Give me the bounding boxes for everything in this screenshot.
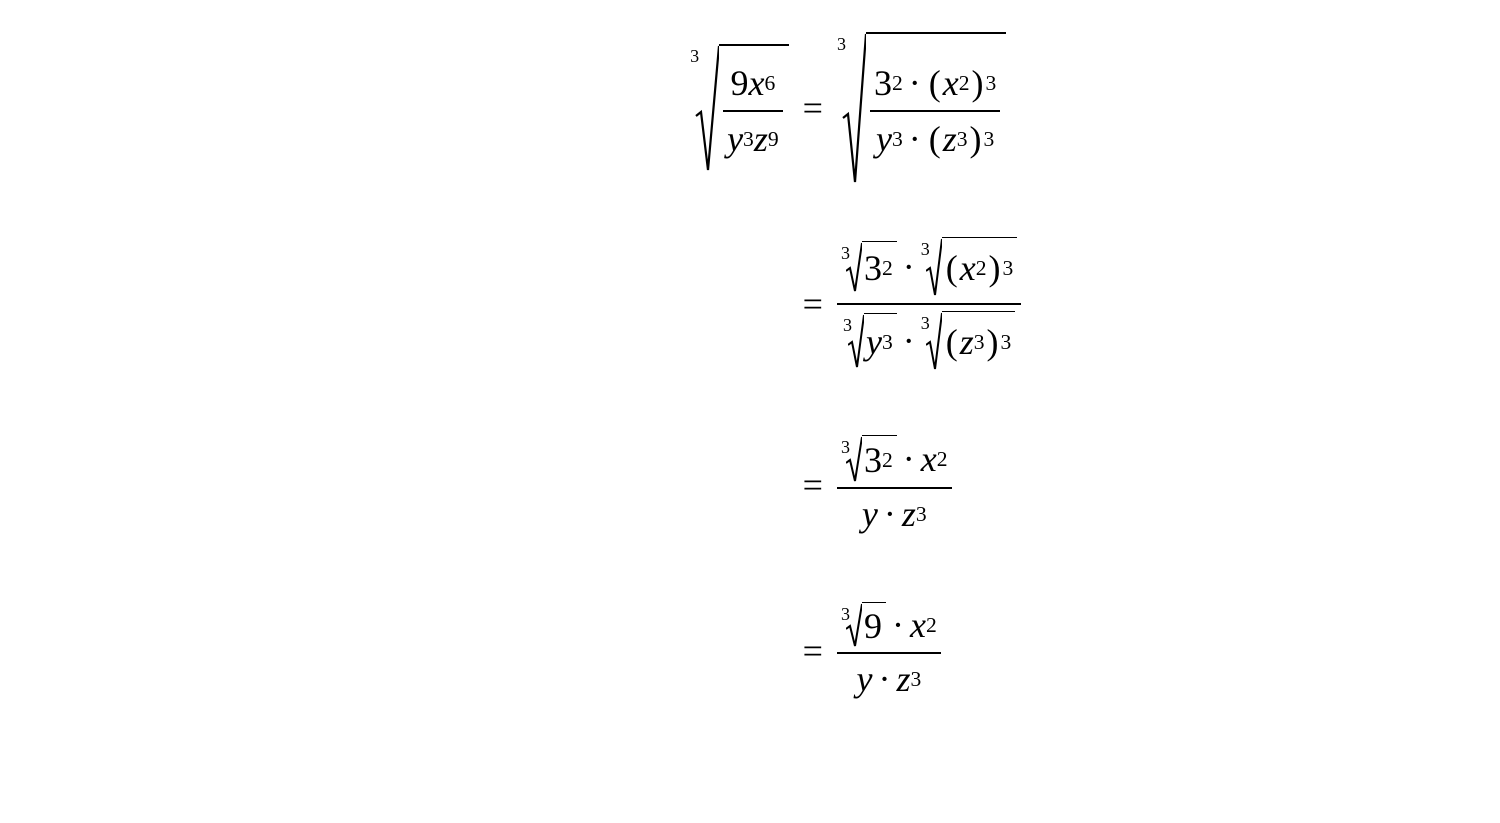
cube-root: 3 (z3)3 (921, 311, 1016, 371)
var-z: z (960, 321, 974, 363)
rparen: ) (970, 62, 986, 104)
cube-root: 3 9 x6 (690, 44, 789, 172)
cdot: · (897, 320, 921, 362)
var-x: x (748, 62, 764, 104)
lparen: ( (927, 118, 943, 160)
const-3: 3 (864, 247, 882, 289)
rparen: ) (987, 247, 1003, 289)
const-9: 9 (730, 62, 748, 104)
var-z: z (943, 118, 957, 160)
step-2: = 3 32 (479, 224, 1022, 384)
radical-symbol (848, 313, 864, 369)
cube-root: 3 y3 (843, 313, 897, 369)
cdot: · (886, 604, 910, 646)
rparen: ) (968, 118, 984, 160)
cdot: · (878, 493, 902, 535)
radical-symbol (926, 311, 942, 371)
equals-sign: = (789, 630, 837, 672)
radical-symbol (846, 435, 862, 483)
cdot: · (872, 658, 896, 700)
step-4: = 3 9 (479, 586, 1022, 716)
var-y: y (727, 118, 743, 160)
lparen: ( (927, 62, 943, 104)
const-3: 3 (864, 439, 882, 481)
rhs-1: 3 32 · (x2)3 (837, 32, 1006, 184)
radical-symbol (695, 44, 719, 172)
rhs-3: 3 32 · x2 (837, 435, 952, 535)
cube-root: 3 32 · (x2)3 (837, 32, 1006, 184)
equals-sign: = (789, 283, 837, 325)
equals-sign: = (789, 464, 837, 506)
var-z: z (754, 118, 768, 160)
cdot: · (897, 438, 921, 480)
const-9: 9 (864, 605, 882, 647)
cube-root: 3 (x2)3 (921, 237, 1018, 297)
page: 3 9 x6 (0, 0, 1500, 823)
cube-root: 3 32 (841, 435, 897, 483)
rhs-2: 3 32 · (837, 235, 1021, 373)
const-3: 3 (874, 62, 892, 104)
cube-root: 3 9 (841, 602, 886, 648)
lparen: ( (944, 247, 960, 289)
var-z: z (902, 493, 916, 535)
var-x: x (960, 247, 976, 289)
radical-symbol (846, 241, 862, 293)
var-y: y (856, 658, 872, 700)
radical-symbol (846, 602, 862, 648)
var-z: z (896, 658, 910, 700)
cdot: · (903, 118, 927, 160)
step-3: = 3 32 (479, 420, 1022, 550)
radical-symbol (842, 32, 866, 184)
cdot: · (897, 246, 921, 288)
var-x: x (910, 604, 926, 646)
var-y: y (862, 493, 878, 535)
var-x: x (921, 438, 937, 480)
var-y: y (866, 321, 882, 363)
lhs-1: 3 9 x6 (479, 44, 789, 172)
equation-block: 3 9 x6 (479, 0, 1022, 752)
rhs-4: 3 9 · x2 (837, 602, 941, 700)
var-y: y (876, 118, 892, 160)
cdot: · (903, 62, 927, 104)
rparen: ) (985, 321, 1001, 363)
equals-sign: = (789, 87, 837, 129)
var-x: x (943, 62, 959, 104)
step-1: 3 9 x6 (479, 28, 1022, 188)
lparen: ( (944, 321, 960, 363)
radical-symbol (926, 237, 942, 297)
cube-root: 3 32 (841, 241, 897, 293)
